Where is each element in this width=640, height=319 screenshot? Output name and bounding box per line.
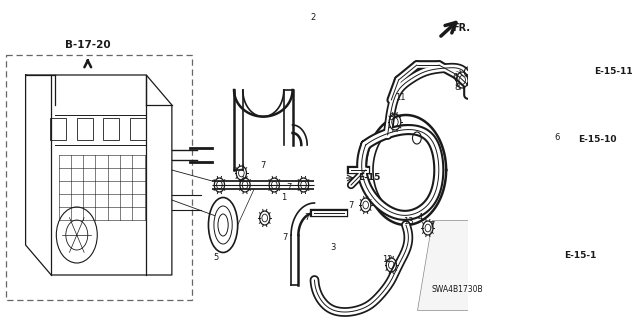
Text: E-15-1: E-15-1	[564, 250, 597, 259]
Text: 8: 8	[388, 114, 394, 122]
Text: 7: 7	[429, 220, 434, 229]
Text: 13: 13	[403, 218, 413, 226]
Text: 6: 6	[452, 73, 458, 83]
Text: FR.: FR.	[452, 23, 470, 33]
Text: 11: 11	[396, 93, 406, 102]
Text: 8: 8	[454, 84, 460, 93]
Text: 7: 7	[260, 160, 266, 169]
Text: 1: 1	[281, 194, 286, 203]
Text: 5: 5	[213, 254, 218, 263]
Text: 7: 7	[286, 183, 292, 192]
Text: 6: 6	[555, 133, 560, 143]
Text: 12: 12	[382, 256, 393, 264]
Polygon shape	[417, 220, 468, 310]
Ellipse shape	[214, 206, 232, 244]
Text: 4: 4	[418, 213, 423, 222]
Text: 7: 7	[305, 213, 310, 222]
Text: 3: 3	[330, 243, 335, 253]
Text: E-15: E-15	[358, 174, 381, 182]
Text: 2: 2	[310, 13, 316, 23]
Text: 7: 7	[282, 234, 288, 242]
Text: 7: 7	[348, 201, 354, 210]
Text: B-17-20: B-17-20	[65, 40, 111, 50]
Text: E-15-11: E-15-11	[594, 68, 632, 77]
Text: E-15-10: E-15-10	[578, 136, 616, 145]
Text: SWA4B1730B: SWA4B1730B	[431, 286, 483, 294]
